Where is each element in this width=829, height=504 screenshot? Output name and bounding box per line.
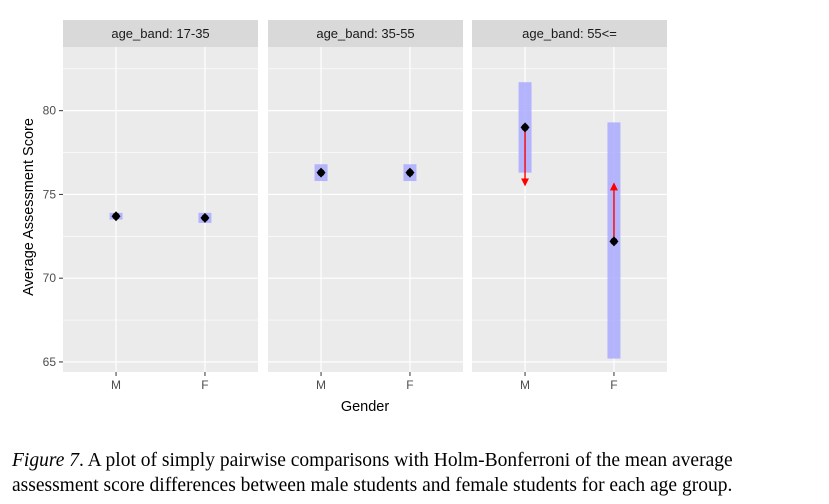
mean-point [201,214,209,222]
x-axis-title: Gender [341,399,390,415]
facet-strip [63,20,258,47]
x-tick-label: F [201,378,208,392]
facet-panel: age_band: 35-55 M F [268,20,463,392]
mean-point [610,237,618,245]
mean-point [406,169,414,177]
facet-strip-label: age_band: 35-55 [316,26,414,41]
panel-background [472,47,667,372]
figure-caption: Figure 7. A plot of simply pairwise comp… [12,448,824,498]
facet-panel: age_band: 55<= M F [472,20,667,392]
facet-strip [472,20,667,47]
y-tick-label: 75 [43,187,57,201]
x-tick-label: F [610,378,617,392]
x-tick-label: M [520,378,530,392]
mean-point [521,123,529,132]
facet-panel: age_band: 17-35 M F [63,20,258,392]
panel-background [63,47,258,372]
mean-point [317,169,325,177]
x-tick-label: M [316,378,326,392]
y-tick-label: 80 [43,104,57,118]
caption-text: . A plot of simply pairwise comparisons … [12,450,733,496]
y-axis-title: Average Assessment Score [21,118,37,296]
facet-strip-label: age_band: 55<= [522,26,617,41]
facet-strip [268,20,463,47]
y-tick-label: 65 [43,355,57,369]
panel-background [268,47,463,372]
caption-figure-label: Figure 7 [12,450,79,471]
y-tick-label: 70 [43,271,57,285]
facet-strip-label: age_band: 17-35 [111,26,209,41]
mean-point [112,212,120,220]
x-tick-label: F [406,378,413,392]
x-tick-label: M [111,378,121,392]
y-axis: 65 70 75 80 [43,104,63,369]
